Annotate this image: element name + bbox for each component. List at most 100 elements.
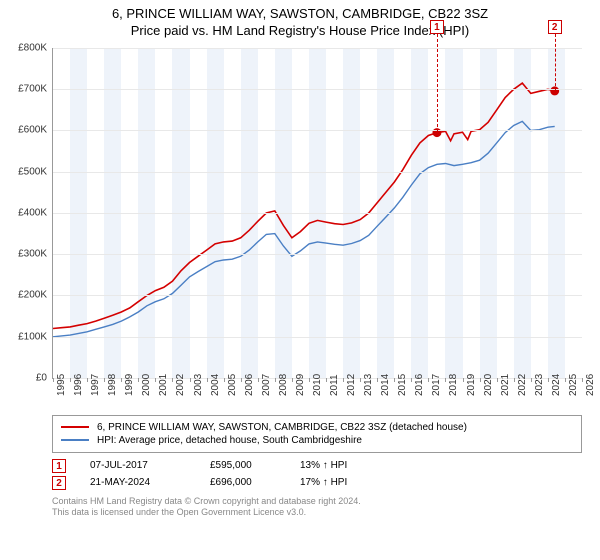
sale-row: 107-JUL-2017£595,00013% ↑ HPI <box>52 459 582 473</box>
gridline <box>53 172 582 173</box>
gridline <box>53 254 582 255</box>
x-tick <box>190 378 191 382</box>
x-tick <box>172 378 173 382</box>
x-tick <box>428 378 429 382</box>
x-tick <box>121 378 122 382</box>
sale-pct: 13% ↑ HPI <box>300 460 390 471</box>
y-axis-label: £500K <box>18 166 47 177</box>
x-axis-label: 2022 <box>517 374 528 396</box>
x-axis-label: 2016 <box>414 374 425 396</box>
x-axis-label: 1996 <box>73 374 84 396</box>
x-tick <box>292 378 293 382</box>
x-tick <box>224 378 225 382</box>
sales-table: 107-JUL-2017£595,00013% ↑ HPI221-MAY-202… <box>52 459 582 490</box>
legend-label: 6, PRINCE WILLIAM WAY, SAWSTON, CAMBRIDG… <box>97 422 467 433</box>
gridline <box>53 48 582 49</box>
x-axis-label: 2009 <box>295 374 306 396</box>
marker-line <box>555 34 556 91</box>
marker-line <box>437 34 438 133</box>
gridline <box>53 213 582 214</box>
title-address: 6, PRINCE WILLIAM WAY, SAWSTON, CAMBRIDG… <box>0 0 600 23</box>
x-axis-label: 2026 <box>585 374 596 396</box>
legend-row: HPI: Average price, detached house, Sout… <box>61 435 573 446</box>
x-axis-label: 2018 <box>448 374 459 396</box>
sale-price: £696,000 <box>210 477 300 488</box>
up-arrow-icon: ↑ <box>323 477 328 488</box>
x-axis-label: 2014 <box>380 374 391 396</box>
y-axis-label: £100K <box>18 331 47 342</box>
x-axis-label: 2015 <box>397 374 408 396</box>
footnote-line: Contains HM Land Registry data © Crown c… <box>52 496 582 508</box>
x-tick <box>343 378 344 382</box>
x-tick <box>548 378 549 382</box>
x-tick <box>411 378 412 382</box>
x-tick <box>155 378 156 382</box>
x-tick <box>326 378 327 382</box>
x-tick <box>258 378 259 382</box>
x-axis-label: 2000 <box>141 374 152 396</box>
sale-row: 2 21-MAY-2024£696,00017% ↑ HPI <box>52 476 582 490</box>
price-chart: £0£100K£200K£300K£400K£500K£600K£700K£80… <box>52 48 582 379</box>
sale-badge: 1 <box>52 459 66 473</box>
x-axis-label: 1995 <box>56 374 67 396</box>
legend-swatch <box>61 426 89 428</box>
x-axis-label: 2011 <box>329 374 340 396</box>
x-tick <box>138 378 139 382</box>
y-axis-label: £600K <box>18 125 47 136</box>
x-axis-label: 2003 <box>193 374 204 396</box>
x-axis-label: 2002 <box>175 374 186 396</box>
y-axis-label: £700K <box>18 84 47 95</box>
x-axis-label: 2020 <box>483 374 494 396</box>
marker-badge: 1 <box>430 20 444 34</box>
sale-badge: 2 <box>52 476 66 490</box>
x-axis-label: 2004 <box>210 374 221 396</box>
x-axis-label: 2023 <box>534 374 545 396</box>
footnote-line: This data is licensed under the Open Gov… <box>52 507 582 519</box>
x-axis-label: 2001 <box>158 374 169 396</box>
x-tick <box>309 378 310 382</box>
x-tick <box>445 378 446 382</box>
x-tick <box>480 378 481 382</box>
title-subtitle: Price paid vs. HM Land Registry's House … <box>0 23 600 40</box>
gridline <box>53 89 582 90</box>
x-tick <box>394 378 395 382</box>
legend: 6, PRINCE WILLIAM WAY, SAWSTON, CAMBRIDG… <box>52 415 582 453</box>
x-axis-label: 2013 <box>363 374 374 396</box>
legend-label: HPI: Average price, detached house, Sout… <box>97 435 362 446</box>
x-axis-label: 2012 <box>346 374 357 396</box>
x-axis-label: 2019 <box>466 374 477 396</box>
x-tick <box>53 378 54 382</box>
gridline <box>53 337 582 338</box>
x-tick <box>497 378 498 382</box>
x-tick <box>565 378 566 382</box>
x-tick <box>377 378 378 382</box>
x-tick <box>275 378 276 382</box>
gridline <box>53 295 582 296</box>
x-tick <box>582 378 583 382</box>
marker-badge: 2 <box>548 20 562 34</box>
x-axis-label: 2025 <box>568 374 579 396</box>
y-axis-label: £400K <box>18 207 47 218</box>
x-tick <box>360 378 361 382</box>
x-axis-label: 2024 <box>551 374 562 396</box>
sale-pct: 17% ↑ HPI <box>300 477 390 488</box>
y-axis-label: £0 <box>36 372 47 383</box>
x-axis-label: 2010 <box>312 374 323 396</box>
x-axis-label: 2005 <box>227 374 238 396</box>
x-axis-label: 1997 <box>90 374 101 396</box>
sale-date: 21-MAY-2024 <box>90 477 210 488</box>
up-arrow-icon: ↑ <box>323 460 328 471</box>
x-tick <box>207 378 208 382</box>
x-axis-label: 1998 <box>107 374 118 396</box>
footnote: Contains HM Land Registry data © Crown c… <box>52 496 582 519</box>
x-tick <box>531 378 532 382</box>
sale-date: 07-JUL-2017 <box>90 460 210 471</box>
x-tick <box>514 378 515 382</box>
x-axis-label: 2007 <box>261 374 272 396</box>
x-axis-label: 2008 <box>278 374 289 396</box>
x-axis-label: 2017 <box>431 374 442 396</box>
y-axis-label: £800K <box>18 42 47 53</box>
y-axis-label: £300K <box>18 249 47 260</box>
x-tick <box>70 378 71 382</box>
gridline <box>53 130 582 131</box>
